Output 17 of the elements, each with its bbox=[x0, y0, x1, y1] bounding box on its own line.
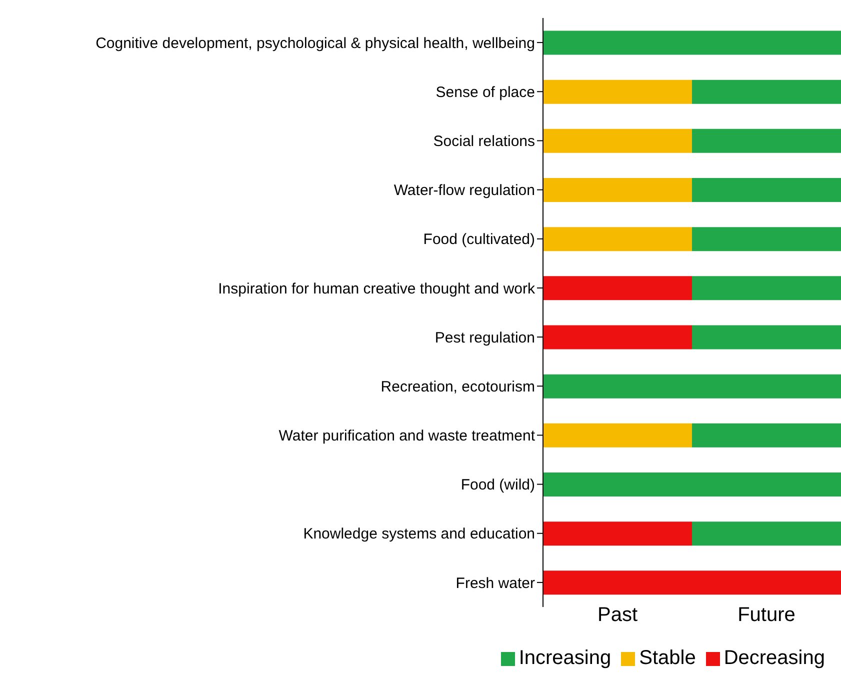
y-tick-label: Cognitive development, psychological & physical health, wellbeing bbox=[96, 34, 535, 52]
y-tick-label: Water purification and waste treatment bbox=[278, 428, 536, 445]
y-tick-label: Social relations bbox=[433, 133, 535, 150]
y-tick-label: Fresh water bbox=[456, 574, 535, 592]
y-tick-label: Food (cultivated) bbox=[423, 231, 535, 248]
y-tick-label: Pest regulation bbox=[434, 329, 535, 346]
annotation: Past bbox=[596, 604, 639, 627]
y-tick-label: Recreation, ecotourism bbox=[380, 378, 535, 396]
y-tick-label: Inspiration for human creative thought and work bbox=[218, 280, 536, 298]
legend-label: Decreasing bbox=[724, 647, 825, 669]
y-tick-label: Sense of place bbox=[436, 84, 535, 101]
legend-label: Increasing bbox=[518, 647, 612, 669]
y-tick-label: Food (wild) bbox=[460, 476, 536, 494]
legend-label: Stable bbox=[639, 647, 696, 669]
y-tick-label: Knowledge systems and education bbox=[303, 526, 535, 543]
y-tick-label: Water-flow regulation bbox=[394, 182, 535, 200]
annotation: Future bbox=[736, 604, 796, 627]
